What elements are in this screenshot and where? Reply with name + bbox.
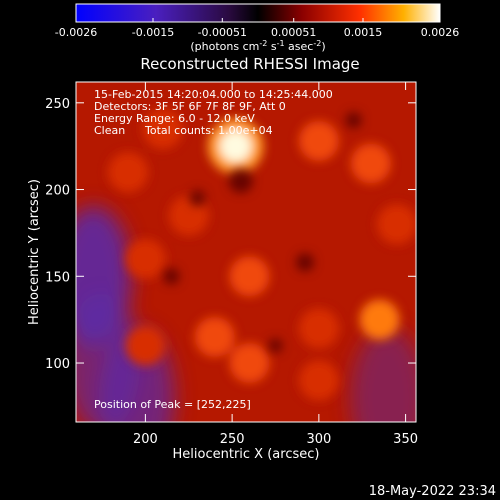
chart-title: Reconstructed RHESSI Image <box>140 55 359 73</box>
colorbar-tick-label: 0.0015 <box>344 26 383 39</box>
y-tick-label: 200 <box>45 184 70 199</box>
peak-position-label: Position of Peak = [252,225] <box>94 398 251 411</box>
bright-region <box>219 130 252 163</box>
colorbar-tick-label: -0.00051 <box>198 26 247 39</box>
colorbar-ticks: -0.0026 -0.0015 -0.00051 0.00051 0.0015 0.002… <box>55 18 459 39</box>
negative-region <box>350 327 416 422</box>
plot-frame <box>75 81 417 423</box>
x-tick-label: 200 <box>133 432 158 447</box>
x-tick-label: 350 <box>393 432 418 447</box>
bright-region <box>125 325 166 366</box>
x-tick-label: 250 <box>220 432 245 447</box>
bright-region <box>108 152 149 193</box>
bright-region <box>125 238 166 279</box>
detectors-label: Detectors: 3F 5F 6F 7F 8F 9F, Att 0 <box>94 100 286 113</box>
clean-label: Clean <box>94 124 125 137</box>
y-axis-ticks: 100 150 200 250 <box>45 97 416 372</box>
bright-region <box>194 317 235 357</box>
annotations: 15-Feb-2015 14:20:04.000 to 14:25:44.000… <box>94 88 333 411</box>
colorbar-tick-label: 0.00051 <box>271 26 317 39</box>
y-tick-label: 250 <box>45 97 70 112</box>
x-axis-ticks: 200 250 300 350 <box>133 82 418 447</box>
colorbar-gradient <box>75 3 441 23</box>
time-range-label: 15-Feb-2015 14:20:04.000 to 14:25:44.000 <box>94 88 333 101</box>
bright-region <box>229 256 270 297</box>
bright-region <box>350 143 391 184</box>
bright-region <box>359 299 400 340</box>
bright-region <box>142 108 183 149</box>
dark-feature <box>345 112 362 129</box>
x-axis-label: Heliocentric X (arcsec) <box>173 447 320 462</box>
colorbar-tick-label: -0.0026 <box>55 26 97 39</box>
dark-feature <box>268 338 283 353</box>
y-tick-label: 150 <box>45 270 70 285</box>
colorbar-unit: (photons cm-2 s-1 asec-2) <box>190 39 325 53</box>
bright-region <box>229 343 270 384</box>
colorbar-tick-label: -0.0015 <box>132 26 174 39</box>
counts-label: Total counts: 1.00e+04 <box>144 124 273 137</box>
energy-label: Energy Range: 6.0 - 12.0 keV <box>94 112 255 125</box>
dark-feature <box>163 268 180 285</box>
dark-feature <box>295 253 314 272</box>
timestamp: 18-May-2022 23:34 <box>369 484 496 499</box>
bright-region <box>376 204 416 245</box>
colorbar: -0.0026 -0.0015 -0.00051 0.00051 0.0015 0.002… <box>55 3 459 53</box>
y-axis-label: Heliocentric Y (arcsec) <box>27 179 42 325</box>
colorbar-tick-label: 0.0026 <box>421 26 460 39</box>
bright-region <box>298 308 339 349</box>
bright-region <box>298 120 339 161</box>
x-tick-label: 300 <box>306 432 331 447</box>
dark-feature <box>228 168 253 193</box>
heatmap <box>76 82 416 422</box>
dark-feature <box>189 190 206 207</box>
y-tick-label: 100 <box>45 357 70 372</box>
bright-region <box>298 360 339 401</box>
